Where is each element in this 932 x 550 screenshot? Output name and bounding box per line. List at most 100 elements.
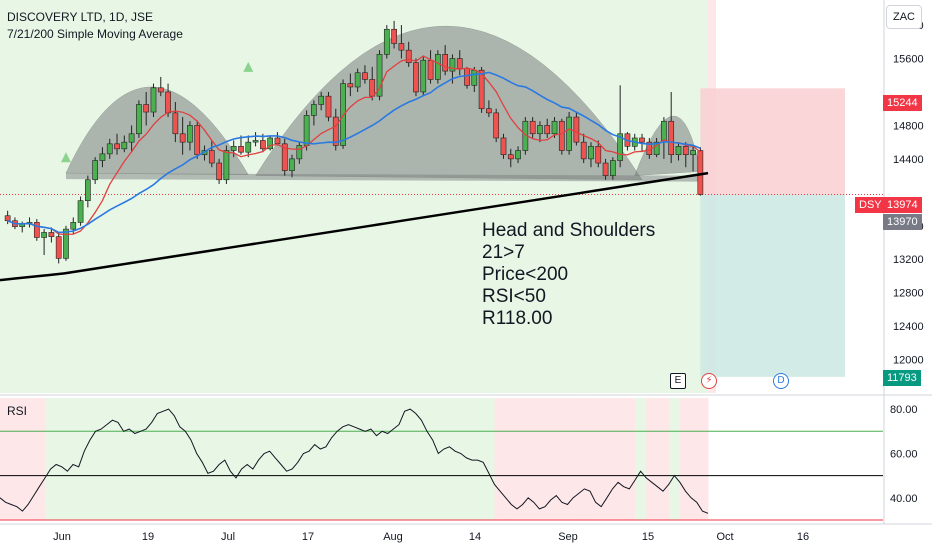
candle-body [245, 141, 252, 153]
candle [617, 85, 623, 168]
rsi-bearish-shade [696, 398, 703, 520]
time-tick-label: Jun [53, 531, 71, 543]
annotation-line-1: Head and Shoulders [482, 220, 656, 241]
candle-body [507, 154, 514, 160]
candle [347, 73, 354, 97]
rsi-bearish-shade [629, 398, 636, 520]
candle-body [267, 137, 273, 150]
candle-body [4, 215, 11, 222]
candle-body [311, 104, 317, 116]
rsi-bearish-shade [505, 398, 512, 520]
time-tick-label: 14 [469, 531, 481, 543]
candle-body [128, 133, 135, 143]
rsi-bearish-shade [556, 398, 563, 520]
rsi-tick-label: 60.00 [890, 448, 918, 460]
candle-body [216, 162, 222, 181]
rsi-bearish-shade [567, 398, 574, 520]
rsi-bearish-shade [702, 398, 709, 520]
candle-body [413, 62, 419, 93]
candle [515, 146, 521, 164]
candle [194, 120, 201, 159]
candle-body [157, 87, 164, 93]
rsi-bearish-shade [522, 398, 529, 520]
candle [157, 76, 164, 97]
pattern-annotation: Head and Shoulders 21>7 Price<200 RSI<50… [482, 220, 655, 330]
candle-body [558, 120, 565, 151]
flash-event-icon[interactable]: ⚡ [701, 373, 717, 389]
target-price-badge: 11793 [883, 370, 921, 386]
candle [558, 118, 565, 155]
candle-body [187, 125, 193, 143]
chart-title: DISCOVERY LTD, 1D, JSE 7/21/200 Simple M… [7, 9, 183, 43]
candle [128, 125, 135, 153]
currency-button[interactable]: ZAC [886, 5, 922, 29]
candle-body [661, 120, 667, 143]
candle [420, 56, 427, 97]
rsi-pane-label: RSI [7, 404, 28, 418]
candle-body [77, 200, 84, 223]
buy-signal-marker-0 [60, 152, 71, 163]
candle-body [362, 72, 368, 80]
moving-average-series [0, 55, 709, 282]
candle [143, 91, 150, 126]
time-tick-label: 19 [142, 531, 154, 543]
rsi-bearish-shade [33, 398, 40, 520]
candle-body [376, 54, 383, 97]
candle [311, 100, 317, 126]
candle-body [551, 120, 558, 135]
candle-body [260, 140, 266, 150]
candle-body [274, 137, 281, 145]
candle [354, 68, 361, 92]
candle-body [289, 158, 295, 171]
candle [376, 50, 383, 101]
sma-7-line [7, 55, 701, 236]
symbol-line: DISCOVERY LTD, 1D, JSE [7, 10, 154, 24]
candle [92, 157, 98, 184]
candle-body [653, 141, 660, 155]
candle [690, 145, 696, 172]
candle [362, 65, 368, 84]
candle-body [318, 95, 325, 105]
candle [208, 140, 215, 168]
candle-body [486, 108, 492, 114]
candle [77, 196, 84, 226]
time-tick-label: Aug [383, 531, 403, 543]
earnings-event-icon[interactable]: E [670, 373, 686, 389]
dividend-event-icon[interactable]: D [773, 373, 789, 389]
last-price-badge: 13974 [883, 197, 922, 213]
candle [48, 227, 55, 243]
time-tick-label: 17 [302, 531, 314, 543]
candle-body [223, 150, 230, 181]
candle [675, 143, 682, 161]
candle [413, 58, 419, 97]
candle-body [471, 69, 478, 86]
candle-body [63, 228, 69, 259]
rsi-bearish-shade [500, 398, 507, 520]
candle [682, 142, 689, 168]
rsi-bearish-shade [679, 398, 687, 520]
candle [573, 112, 580, 146]
candle-body [70, 222, 77, 230]
candle [383, 25, 390, 59]
candle-body [194, 125, 201, 155]
rsi-bearish-shade [685, 398, 692, 520]
candle-body [347, 83, 354, 88]
candle-body [675, 146, 682, 155]
candle [332, 108, 339, 151]
annotation-line-4: RSI<50 [482, 286, 546, 307]
candle [435, 50, 441, 84]
candle [464, 66, 470, 89]
candle [187, 121, 193, 151]
rsi-bearish-shade [561, 398, 569, 520]
price-pane-background [0, 0, 708, 393]
candle-body [354, 72, 361, 88]
rsi-bearish-shade [550, 398, 557, 520]
rsi-bearish-shade [646, 398, 653, 520]
candle-body [41, 232, 47, 238]
candle [281, 138, 288, 176]
candle [85, 175, 91, 208]
candle-body [573, 116, 580, 143]
candle-body [383, 28, 390, 55]
candle [537, 121, 543, 143]
